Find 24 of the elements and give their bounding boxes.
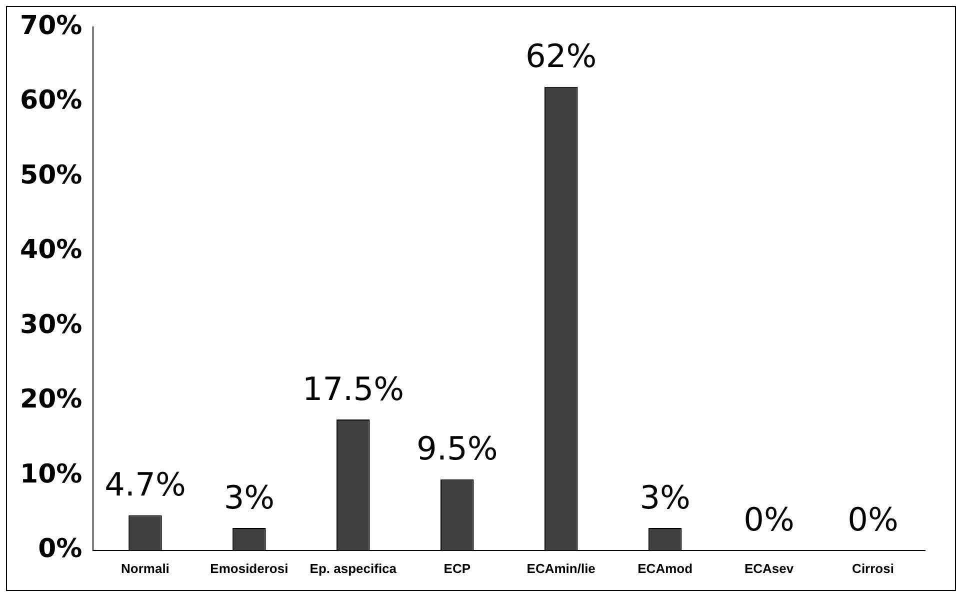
x-tick-label: ECAmin/lie xyxy=(526,560,596,576)
x-tick-label: ECAmod xyxy=(638,560,693,576)
data-label: 3% xyxy=(224,478,275,516)
data-label: 62% xyxy=(526,37,597,76)
y-tick-label: 40% xyxy=(20,235,82,266)
x-tick-label: Cirrosi xyxy=(852,560,894,576)
x-tick-label: ECP xyxy=(444,560,471,576)
y-tick-label: 10% xyxy=(20,459,82,490)
data-label: 0% xyxy=(848,500,898,539)
data-label: 17.5% xyxy=(302,370,404,408)
data-label: 0% xyxy=(744,500,794,539)
x-tick-label: Ep. aspecifica xyxy=(310,560,398,576)
y-tick-label: 0% xyxy=(38,534,82,564)
y-tick-label: 50% xyxy=(20,160,82,190)
data-label: 4.7% xyxy=(104,466,186,504)
x-tick-label: Emosiderosi xyxy=(210,560,288,576)
y-tick-label: 30% xyxy=(20,310,82,340)
x-tick-label: ECAsev xyxy=(744,560,794,576)
data-label: 9.5% xyxy=(416,430,498,468)
x-tick-label: Normali xyxy=(121,560,170,576)
y-tick-label: 60% xyxy=(20,86,82,116)
y-tick-label: 70% xyxy=(20,10,82,41)
data-label: 3% xyxy=(640,478,690,516)
y-tick-label: 20% xyxy=(20,384,82,415)
